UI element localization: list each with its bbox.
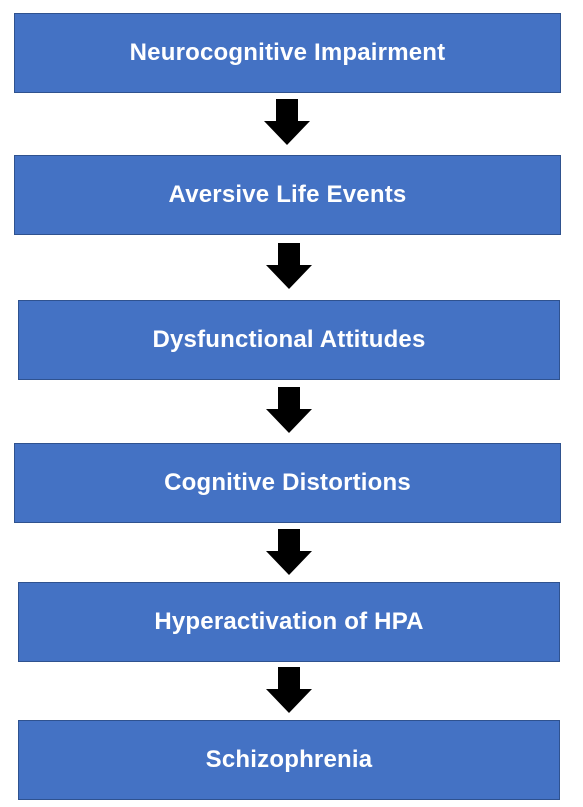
down-arrow-icon [265,667,313,715]
node-dysfunctional-attitudes: Dysfunctional Attitudes [18,300,560,380]
node-label: Schizophrenia [205,746,373,773]
node-schizophrenia: Schizophrenia [18,720,560,800]
node-cognitive-distortions: Cognitive Distortions [14,443,561,523]
node-label: Neurocognitive Impairment [129,39,446,66]
down-arrow-icon [263,99,311,147]
node-aversive-life-events: Aversive Life Events [14,155,561,235]
down-arrow-icon [265,387,313,435]
node-label: Aversive Life Events [168,181,407,208]
node-label: Dysfunctional Attitudes [152,326,426,353]
node-label: Hyperactivation of HPA [154,608,424,635]
node-hyperactivation-of-hpa: Hyperactivation of HPA [18,582,560,662]
down-arrow-icon [265,529,313,577]
node-label: Cognitive Distortions [164,469,411,496]
node-neurocognitive-impairment: Neurocognitive Impairment [14,13,561,93]
down-arrow-icon [265,243,313,291]
